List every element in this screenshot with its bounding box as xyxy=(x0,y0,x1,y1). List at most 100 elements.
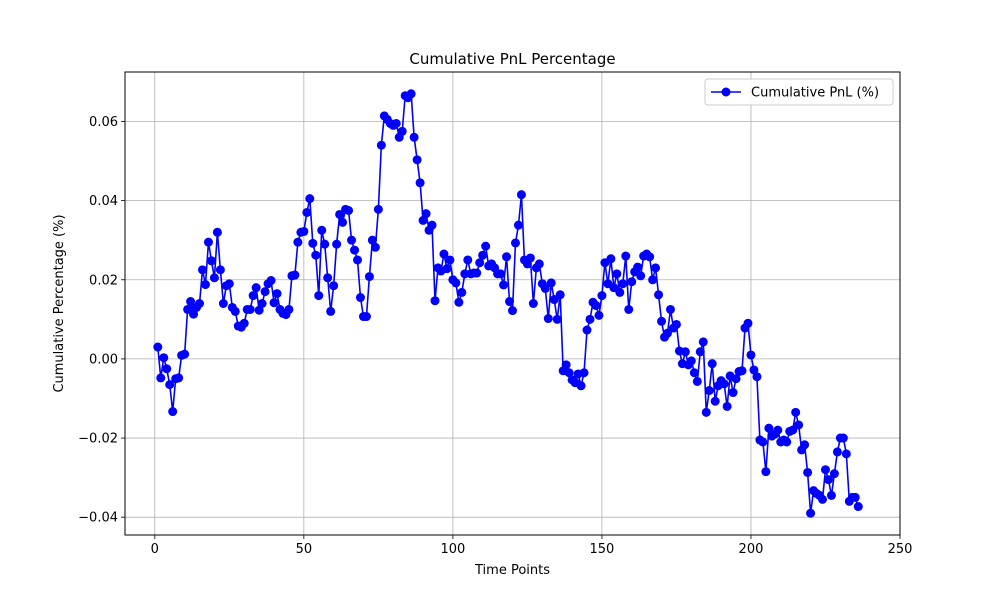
data-point xyxy=(752,372,762,382)
data-point xyxy=(516,190,526,200)
data-point xyxy=(266,276,276,286)
data-point xyxy=(618,279,628,289)
data-point xyxy=(153,342,163,352)
data-point xyxy=(698,337,708,347)
data-point xyxy=(800,440,810,450)
data-point xyxy=(353,255,362,265)
data-point xyxy=(633,262,643,272)
data-point xyxy=(329,281,339,291)
data-point xyxy=(195,299,205,308)
data-point xyxy=(803,467,813,477)
data-point xyxy=(406,89,416,99)
data-point xyxy=(561,360,571,370)
data-point xyxy=(206,256,216,266)
y-tick-label: 0.00 xyxy=(89,352,118,367)
data-point xyxy=(284,304,294,314)
data-point xyxy=(579,368,589,378)
data-point xyxy=(344,206,354,215)
data-point xyxy=(272,289,282,299)
y-tick-label: −0.04 xyxy=(78,511,118,526)
data-point xyxy=(350,245,360,255)
data-point xyxy=(576,381,586,391)
x-tick-label: 200 xyxy=(739,542,764,557)
data-point xyxy=(409,132,419,142)
data-point xyxy=(186,297,196,307)
data-point xyxy=(218,299,228,308)
data-point xyxy=(832,447,842,457)
data-point xyxy=(731,374,741,384)
data-point xyxy=(364,272,374,282)
data-point xyxy=(534,259,544,269)
data-point xyxy=(651,263,661,273)
data-point xyxy=(323,273,333,283)
data-point xyxy=(689,368,699,378)
data-point xyxy=(230,306,240,316)
data-point xyxy=(257,299,267,308)
x-axis-ticks: 0 50 100 150 200 250 xyxy=(151,535,912,557)
data-point xyxy=(680,347,690,357)
data-point xyxy=(692,376,702,386)
data-point xyxy=(850,492,860,502)
data-point xyxy=(412,155,422,165)
x-tick-label: 0 xyxy=(151,542,159,557)
x-tick-label: 150 xyxy=(590,542,615,557)
data-point xyxy=(555,290,565,300)
data-point xyxy=(165,380,175,390)
data-point xyxy=(260,287,270,297)
data-point xyxy=(290,270,300,280)
legend-box xyxy=(704,78,894,106)
data-point xyxy=(305,194,315,204)
data-point xyxy=(209,273,219,283)
data-point xyxy=(475,258,485,268)
data-point xyxy=(397,126,407,136)
data-point xyxy=(326,306,336,316)
data-point xyxy=(636,271,646,281)
data-point xyxy=(546,278,556,288)
data-point xyxy=(540,283,550,293)
data-point xyxy=(525,253,535,263)
data-point xyxy=(582,325,592,335)
data-point xyxy=(585,314,595,324)
data-point xyxy=(829,469,839,479)
data-point xyxy=(245,304,255,314)
data-point xyxy=(648,275,658,285)
data-point xyxy=(347,235,357,245)
data-point xyxy=(478,250,488,260)
data-point xyxy=(481,241,491,251)
data-point xyxy=(818,494,827,504)
x-tick-label: 100 xyxy=(440,542,465,557)
data-point xyxy=(427,220,437,230)
data-point xyxy=(454,297,464,307)
data-point xyxy=(663,328,672,338)
data-point xyxy=(198,265,207,275)
data-point xyxy=(686,356,696,366)
data-point xyxy=(510,238,520,248)
data-point xyxy=(806,508,816,518)
data-point xyxy=(421,209,431,219)
data-point xyxy=(502,252,512,262)
data-point xyxy=(528,299,538,308)
data-point xyxy=(764,423,774,433)
data-point xyxy=(552,314,562,324)
data-point xyxy=(737,366,747,376)
data-point xyxy=(826,490,836,500)
data-point xyxy=(439,249,449,259)
data-point xyxy=(761,467,771,477)
data-point xyxy=(472,268,482,278)
data-point xyxy=(269,298,279,308)
data-point xyxy=(591,300,601,310)
data-point xyxy=(418,215,428,225)
data-point xyxy=(823,475,833,485)
data-point xyxy=(615,287,625,297)
data-point xyxy=(162,364,172,374)
data-point xyxy=(788,425,798,435)
data-point xyxy=(594,310,604,320)
data-point xyxy=(838,433,848,443)
data-point xyxy=(496,269,506,279)
data-point xyxy=(415,178,425,188)
data-point xyxy=(645,252,655,262)
data-point xyxy=(156,373,166,383)
data-point xyxy=(203,237,213,247)
data-point xyxy=(338,217,348,227)
data-point xyxy=(671,319,681,329)
